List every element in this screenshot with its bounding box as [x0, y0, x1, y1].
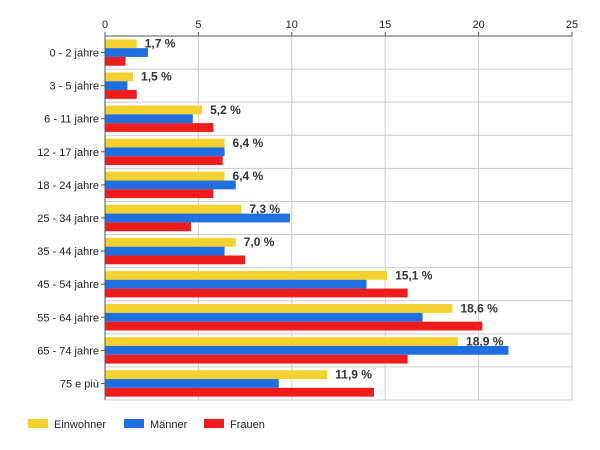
category-label: 75 e più	[60, 378, 99, 390]
category-label: 35 - 44 jahre	[37, 246, 99, 258]
legend-label: Frauen	[230, 419, 265, 431]
bar-m-nner	[105, 81, 128, 91]
category-label: 12 - 17 jahre	[37, 147, 99, 159]
data-label: 15,1 %	[395, 268, 433, 282]
category-label: 6 - 11 jahre	[44, 114, 99, 126]
bar-m-nner	[105, 48, 148, 57]
category-label: 65 - 74 jahre	[37, 345, 99, 357]
x-tick-label: 10	[286, 19, 298, 31]
x-tick-label: 15	[379, 19, 391, 31]
bar-m-nner	[105, 246, 225, 256]
x-tick-label: 20	[472, 19, 484, 31]
data-label: 18,6 %	[460, 301, 498, 315]
bar-frauen	[105, 189, 214, 199]
data-label: 1,7 %	[145, 37, 176, 51]
bar-einwohner	[105, 39, 137, 49]
bar-frauen	[105, 321, 483, 331]
category-label: 45 - 54 jahre	[37, 279, 99, 291]
bar-frauen	[105, 222, 191, 232]
x-tick-label: 5	[195, 19, 201, 31]
bar-m-nner	[105, 312, 423, 322]
bar-m-nner	[105, 279, 367, 289]
legend-label: Einwohner	[54, 419, 106, 431]
bars	[105, 39, 509, 397]
bar-frauen	[105, 255, 246, 265]
bar-frauen	[105, 387, 374, 397]
bar-frauen	[105, 56, 126, 66]
axes	[101, 32, 573, 400]
category-label: 55 - 64 jahre	[37, 312, 99, 324]
legend-swatch	[28, 419, 48, 428]
x-tick-label: 25	[566, 19, 578, 31]
data-labels: 1,7 % 1,5 % 5,2 % 6,4 % 6,4 % 7,3 % 7,0 % 15,1 …	[141, 37, 504, 382]
legend-swatch	[124, 419, 144, 428]
bar-einwohner	[105, 72, 134, 82]
bar-einwohner	[105, 171, 225, 181]
category-label: 25 - 34 jahre	[37, 213, 99, 225]
bar-m-nner	[105, 213, 290, 223]
data-label: 5,2 %	[210, 103, 241, 117]
legend-swatch	[204, 419, 224, 428]
bar-einwohner	[105, 138, 225, 148]
bar-frauen	[105, 90, 137, 99]
bar-frauen	[105, 123, 214, 132]
data-label: 7,0 %	[244, 235, 275, 249]
grid	[104, 35, 573, 401]
bar-m-nner	[105, 147, 225, 157]
x-tick-label: 0	[102, 19, 108, 31]
category-label: 18 - 24 jahre	[37, 180, 99, 192]
category-label: 3 - 5 jahre	[49, 81, 99, 93]
category-labels: 0 - 2 jahre 3 - 5 jahre 6 - 11 jahre 12 - 1…	[37, 48, 99, 391]
data-label: 1,5 %	[141, 70, 172, 84]
legend-label: Männer	[150, 419, 188, 431]
bar-einwohner	[105, 204, 242, 214]
bar-einwohner	[105, 237, 236, 247]
bar-frauen	[105, 288, 408, 298]
bar-einwohner	[105, 370, 328, 380]
data-label: 11,9 %	[335, 368, 372, 382]
bar-m-nner	[105, 180, 236, 190]
bar-einwohner	[105, 270, 388, 280]
data-label: 7,3 %	[249, 202, 280, 216]
category-label: 0 - 2 jahre	[49, 48, 99, 60]
data-label: 6,4 %	[233, 136, 264, 150]
bar-frauen	[105, 156, 223, 166]
bar-einwohner	[105, 105, 203, 115]
bar-m-nner	[105, 345, 509, 355]
bar-m-nner	[105, 114, 193, 124]
x-tick-labels: 0 5 10 15 20 25	[102, 19, 578, 31]
legend: Einwohner Männer Frauen	[28, 419, 265, 431]
data-label: 18,9 %	[466, 334, 504, 348]
bar-einwohner	[105, 304, 453, 313]
data-label: 6,4 %	[233, 169, 264, 183]
bar-m-nner	[105, 379, 279, 388]
bar-einwohner	[105, 337, 459, 346]
bar-frauen	[105, 354, 408, 364]
